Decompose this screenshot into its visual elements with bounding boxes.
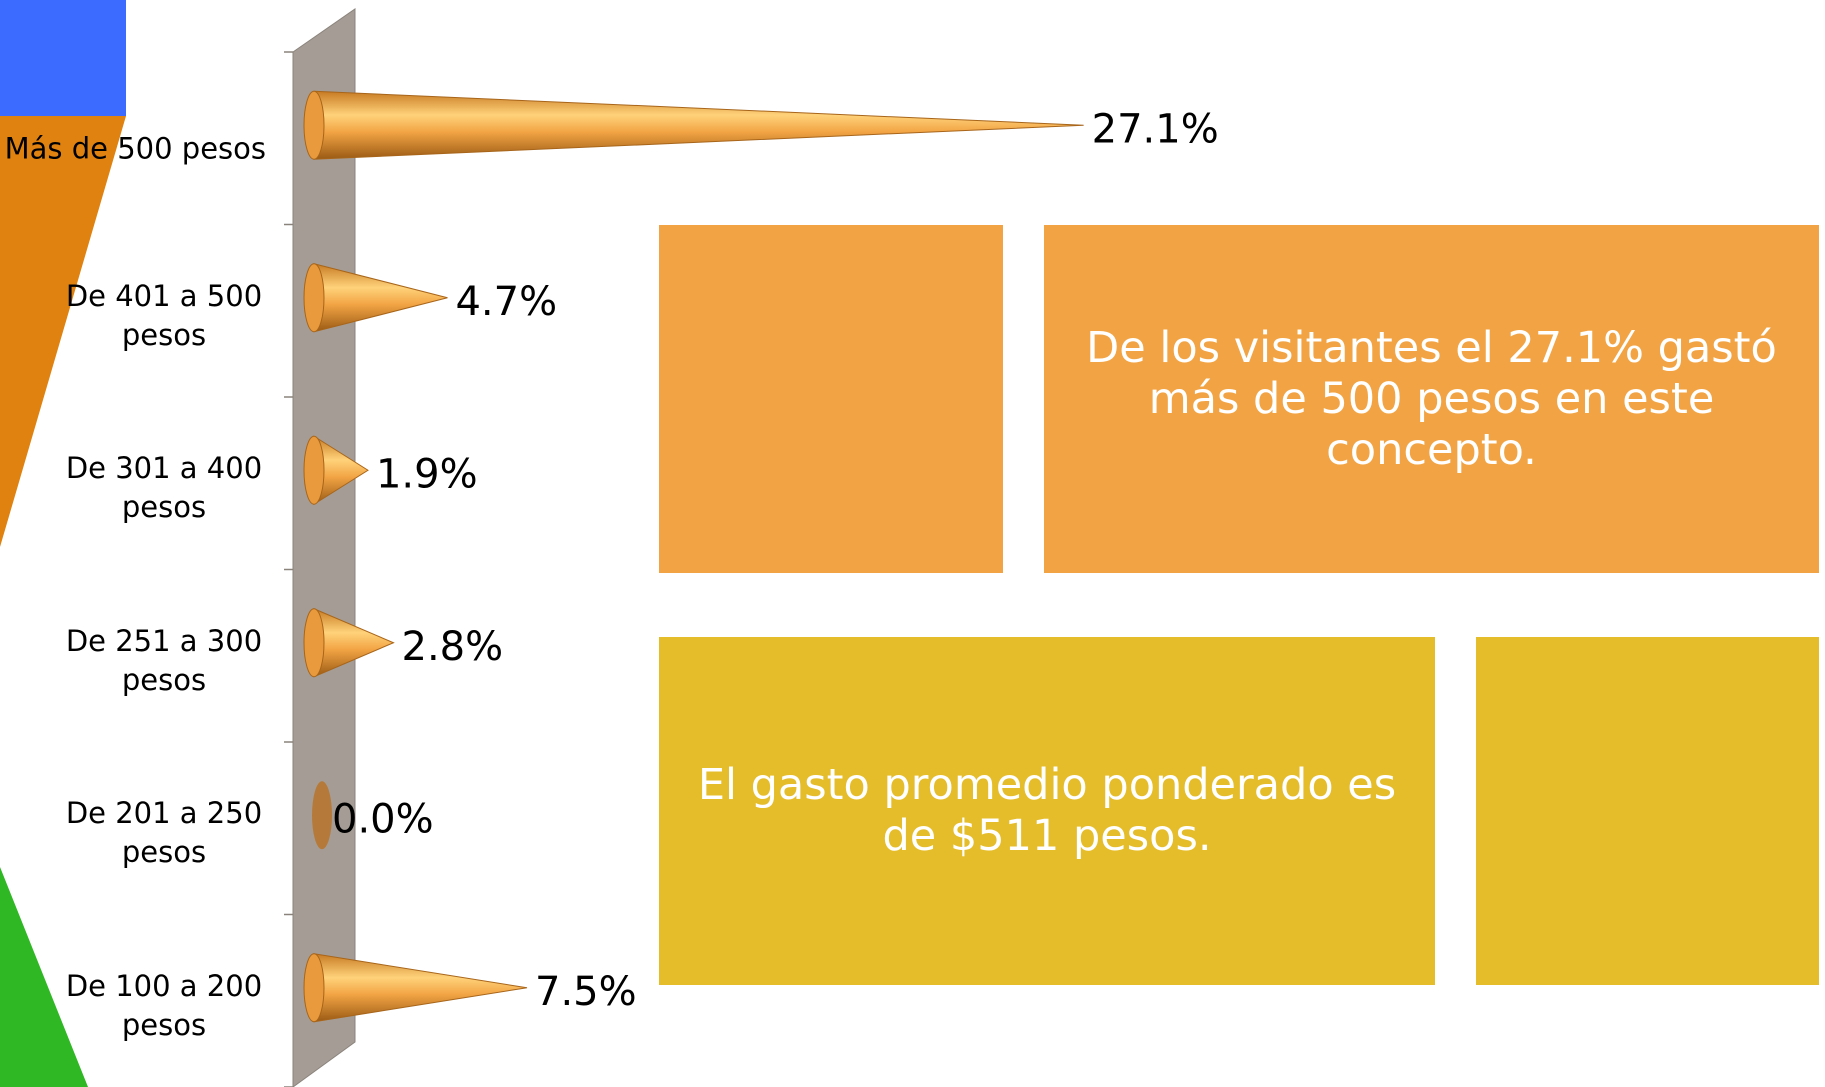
orange-box: [659, 225, 1003, 573]
cone-base: [303, 263, 325, 333]
decor-green: [0, 867, 88, 1087]
category-label: De 401 a 500 pesos: [65, 278, 263, 352]
category-label: De 301 a 400 pesos: [65, 451, 263, 525]
category-label: De 251 a 300 pesos: [65, 623, 263, 697]
cone-base: [303, 435, 325, 505]
cone-bar: [313, 90, 1084, 160]
cone-base: [303, 608, 325, 678]
orange-text-box: De los visitantes el 27.1% gastó más de …: [1044, 225, 1819, 573]
cone-base: [303, 953, 325, 1023]
axis-wall: [292, 8, 356, 1087]
value-label: 0.0%: [332, 796, 434, 842]
decor-blue: [0, 0, 126, 116]
cone-bar: [313, 953, 528, 1023]
yellow-text-box: El gasto promedio ponderado es de $511 p…: [659, 637, 1435, 985]
cone-bar: [312, 781, 332, 850]
category-label: Más de 500 pesos: [4, 131, 266, 166]
value-label: 2.8%: [402, 624, 504, 670]
cone-bar: [313, 263, 448, 333]
value-label: 27.1%: [1092, 106, 1219, 152]
value-label: 4.7%: [455, 279, 557, 325]
annotation: El gasto promedio ponderado es de $511 p…: [697, 760, 1397, 861]
cone-base: [303, 90, 325, 160]
value-label: 7.5%: [535, 969, 637, 1015]
annotation: De los visitantes el 27.1% gastó más de …: [1086, 322, 1777, 475]
yellow-box: [1476, 637, 1819, 985]
category-label: De 100 a 200 pesos: [65, 968, 263, 1042]
category-label: De 201 a 250 pesos: [65, 796, 263, 870]
value-label: 1.9%: [376, 451, 478, 497]
decor-orange: [0, 116, 126, 547]
